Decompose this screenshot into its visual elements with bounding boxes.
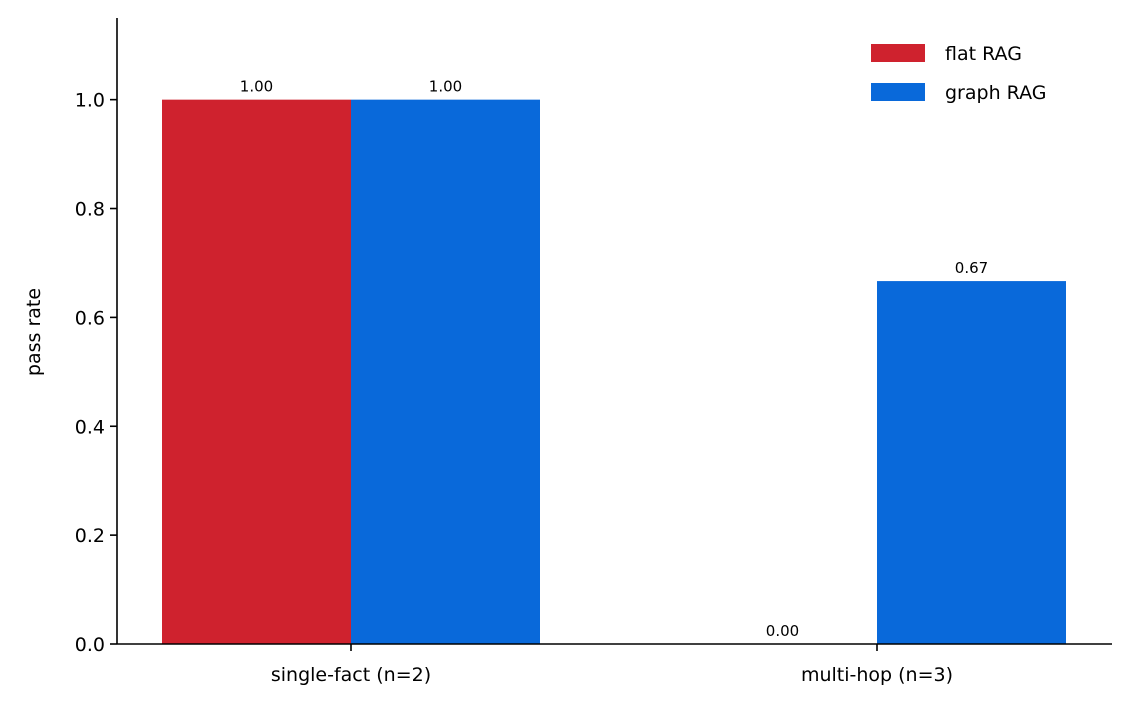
value-label-flat-rag-1: 0.00	[766, 622, 799, 640]
y-axis-title: pass rate	[23, 288, 45, 376]
axes-layer	[116, 18, 1112, 645]
bar-flat-rag-0	[162, 99, 351, 645]
value-labels-layer: 1.00 0.00 1.00 0.67	[240, 78, 988, 640]
y-tick-label: 0.6	[75, 307, 105, 329]
y-tick-label: 1.0	[75, 90, 105, 112]
legend-label-flat-rag: flat RAG	[945, 43, 1022, 65]
value-label-graph-rag-1: 0.67	[955, 259, 988, 277]
y-tick-label: 0.2	[75, 525, 105, 547]
value-label-flat-rag-0: 1.00	[240, 78, 273, 96]
value-label-graph-rag-0: 1.00	[429, 78, 462, 96]
legend-swatch-flat-rag	[871, 44, 925, 62]
y-tick-label: 0.0	[75, 634, 105, 656]
legend-swatch-graph-rag	[871, 83, 925, 101]
y-tick-label: 0.8	[75, 199, 105, 221]
x-tick-label: multi-hop (n=3)	[801, 664, 953, 686]
legend: flat RAG graph RAG	[871, 43, 1046, 104]
bar-graph-rag-1	[877, 281, 1066, 644]
bars-layer	[162, 99, 1066, 645]
legend-label-graph-rag: graph RAG	[945, 82, 1046, 104]
bar-graph-rag-0	[351, 99, 540, 645]
ticks-layer: 0.0 0.2 0.4 0.6 0.8 1.0 single-fact (n=2) multi…	[75, 90, 953, 686]
y-tick-label: 0.4	[75, 416, 105, 438]
x-tick-label: single-fact (n=2)	[271, 664, 431, 686]
